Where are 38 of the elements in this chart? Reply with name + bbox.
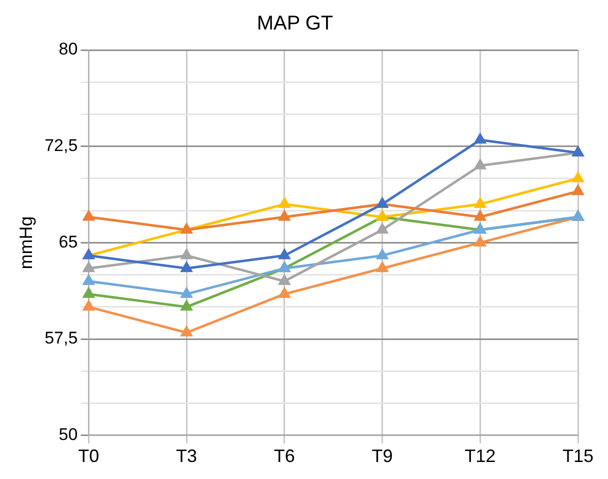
point xyxy=(83,262,94,272)
point xyxy=(278,198,290,208)
x-tick-label: T15 xyxy=(562,446,594,466)
point xyxy=(376,262,388,272)
point xyxy=(278,249,290,260)
point xyxy=(180,249,192,260)
x-tick-label: T12 xyxy=(464,446,496,466)
y-tick-label: 72,5 xyxy=(44,136,78,156)
x-tick-label: T9 xyxy=(372,446,393,466)
point xyxy=(83,274,94,285)
point xyxy=(474,134,486,144)
point xyxy=(474,236,486,246)
x-tick-label: T0 xyxy=(78,446,100,466)
point xyxy=(278,288,290,298)
point xyxy=(278,210,290,221)
point xyxy=(572,185,584,196)
point xyxy=(180,300,192,311)
point xyxy=(474,198,486,208)
point xyxy=(83,300,94,311)
point xyxy=(278,274,290,285)
x-tick-label: T3 xyxy=(176,446,198,466)
point xyxy=(572,172,584,182)
point xyxy=(180,288,192,298)
y-tick-label: 80 xyxy=(58,40,78,59)
chart-title: MAP GT xyxy=(256,12,334,35)
point xyxy=(474,210,486,221)
point xyxy=(180,262,192,272)
y-axis-title: mmHg xyxy=(16,216,36,270)
point xyxy=(376,224,388,234)
point xyxy=(376,249,388,260)
point xyxy=(474,159,486,170)
y-tick-label: 57,5 xyxy=(44,328,78,348)
y-tick-label: 65 xyxy=(58,232,78,252)
y-tick-label: 50 xyxy=(58,425,78,444)
point xyxy=(83,210,94,221)
point xyxy=(83,288,94,298)
point xyxy=(180,326,192,336)
x-tick-label: T6 xyxy=(274,446,295,466)
